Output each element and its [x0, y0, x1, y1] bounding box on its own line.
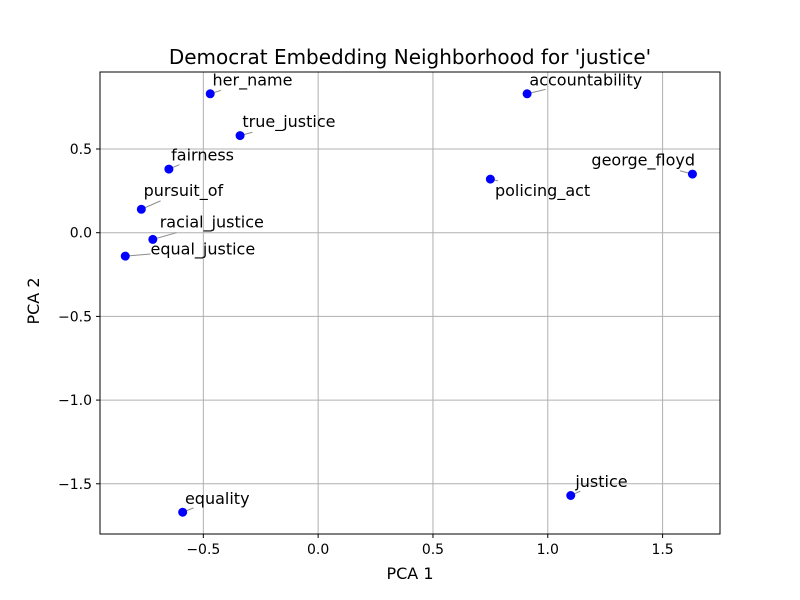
chart-title: Democrat Embedding Neighborhood for 'jus…: [169, 45, 651, 69]
point-label-equal-justice: equal_justice: [151, 239, 256, 259]
x-tick-label: 1.0: [537, 542, 559, 558]
point-label-equality: equality: [185, 489, 250, 508]
x-axis-ticks: −0.5 0.0 0.5 1.0 1.5: [186, 534, 674, 558]
x-tick-label: 1.5: [651, 542, 673, 558]
y-axis-label: PCA 2: [24, 277, 43, 324]
point-labels: her_name true_justice accountability fairne…: [144, 70, 695, 507]
y-tick-label: −1.5: [58, 477, 92, 493]
data-points: [120, 89, 697, 517]
point-equality: [178, 507, 188, 517]
y-tick-label: 0.0: [70, 226, 92, 242]
point-george-floyd: [687, 169, 697, 179]
point-label-fairness: fairness: [171, 146, 234, 165]
point-accountability: [522, 89, 532, 99]
point-true-justice: [235, 131, 245, 141]
point-label-pursuit-of: pursuit_of: [144, 181, 224, 201]
x-axis-label: PCA 1: [386, 564, 433, 583]
grid-lines: [100, 72, 720, 534]
point-justice: [566, 491, 576, 500]
point-pursuit-of: [136, 204, 146, 214]
x-tick-label: −0.5: [186, 542, 220, 558]
plot-frame: [99, 71, 721, 535]
point-label-racial-justice: racial_justice: [160, 213, 264, 233]
point-label-true-justice: true_justice: [242, 112, 335, 132]
point-label-her-name: her_name: [213, 70, 293, 90]
point-fairness: [164, 164, 174, 174]
point-her-name: [205, 89, 215, 99]
point-label-george-floyd: george_floyd: [591, 151, 695, 171]
point-racial-justice: [148, 234, 158, 244]
y-tick-label: −0.5: [58, 309, 92, 325]
y-tick-label: −1.0: [58, 393, 92, 409]
point-label-policing-act: policing_act: [495, 181, 590, 201]
point-label-justice: justice: [574, 472, 627, 491]
x-tick-label: 0.0: [307, 542, 329, 558]
y-tick-label: 0.5: [70, 142, 92, 158]
point-policing-act: [485, 174, 495, 184]
point-label-accountability: accountability: [529, 70, 642, 89]
y-axis-ticks: −1.5 −1.0 −0.5 0.0 0.5: [58, 142, 100, 493]
x-tick-label: 0.5: [422, 542, 444, 558]
point-equal-justice: [120, 251, 130, 261]
